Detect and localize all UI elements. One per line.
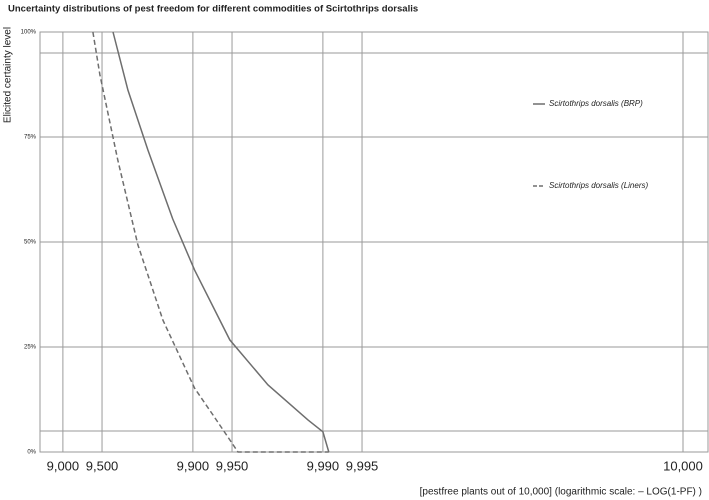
x-tick-label: 9,950 bbox=[216, 458, 249, 473]
y-tick-label: 50% bbox=[24, 240, 37, 246]
line-series bbox=[92, 31, 329, 453]
x-tick-label: 10,000 bbox=[663, 458, 703, 473]
x-tick-label: 9,000 bbox=[47, 458, 80, 473]
y-tick-label: 0% bbox=[27, 450, 36, 456]
y-tick-label: 100% bbox=[21, 30, 37, 36]
y-tick-label: 75% bbox=[24, 135, 37, 141]
y-axis-label: Elicited certainty level bbox=[3, 27, 14, 123]
line-series bbox=[112, 31, 330, 453]
x-tick-label: 9,990 bbox=[307, 458, 340, 473]
chart-title: Uncertainty distributions of pest freedo… bbox=[8, 4, 418, 15]
x-tick-label: 9,995 bbox=[346, 458, 379, 473]
x-tick-label: 9,900 bbox=[177, 458, 210, 473]
legend-label: Scirtothrips dorsalis (BRP) bbox=[549, 99, 643, 108]
x-tick-label: 9,500 bbox=[86, 458, 119, 473]
y-tick-label: 25% bbox=[24, 345, 37, 351]
x-axis-label: [pestfree plants out of 10,000] (logarit… bbox=[420, 487, 702, 498]
legend-label: Scirtothrips dorsalis (Liners) bbox=[549, 181, 648, 190]
